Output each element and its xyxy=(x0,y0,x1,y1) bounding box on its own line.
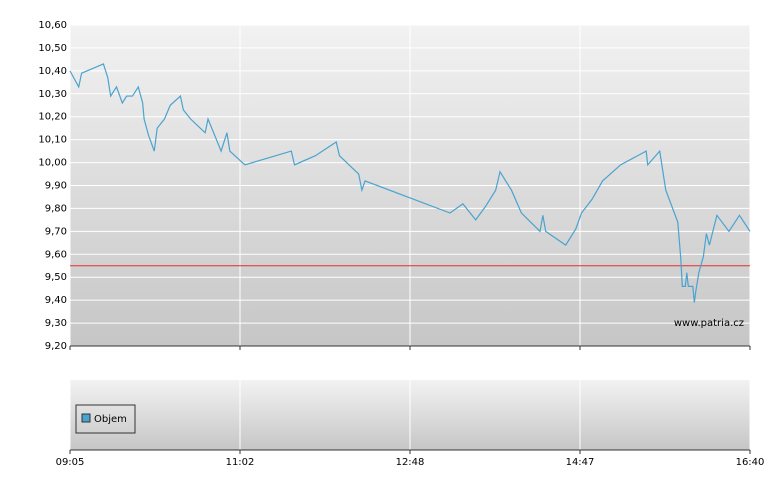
y-tick-label: 9,60 xyxy=(45,249,67,260)
y-tick-label: 9,50 xyxy=(45,272,67,283)
y-tick-label: 10,00 xyxy=(38,158,67,169)
y-tick-label: 9,90 xyxy=(45,181,67,192)
y-tick-label: 10,50 xyxy=(38,43,67,54)
x-tick-label: 12:48 xyxy=(396,457,425,468)
y-tick-label: 9,80 xyxy=(45,203,67,214)
legend-swatch xyxy=(81,413,91,423)
watermark: www.patria.cz xyxy=(674,318,744,329)
x-tick-label: 11:02 xyxy=(226,457,255,468)
y-tick-label: 10,40 xyxy=(38,66,67,77)
y-tick-label: 10,20 xyxy=(38,112,67,123)
price-line xyxy=(69,63,751,303)
y-tick-label: 10,10 xyxy=(38,135,67,146)
x-tick-label: 14:47 xyxy=(566,457,595,468)
y-tick-label: 9,30 xyxy=(45,318,67,329)
legend-box xyxy=(75,404,136,434)
y-tick-label: 9,20 xyxy=(45,341,67,352)
y-tick-label: 10,30 xyxy=(38,89,67,100)
y-tick-label: 9,70 xyxy=(45,226,67,237)
y-tick-label: 10,60 xyxy=(38,20,67,31)
legend-label: Objem xyxy=(94,414,127,425)
x-tick-label: 09:05 xyxy=(56,457,85,468)
y-tick-label: 9,40 xyxy=(45,295,67,306)
x-tick-label: 16:40 xyxy=(736,457,765,468)
